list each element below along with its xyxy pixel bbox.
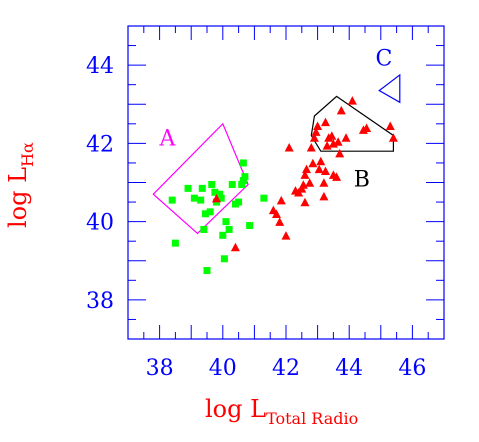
data-point-square xyxy=(228,180,236,188)
data-point-triangle xyxy=(300,197,310,207)
data-point-square xyxy=(219,231,227,239)
data-point-triangle xyxy=(275,217,285,226)
data-point-triangle xyxy=(300,170,310,179)
region-C-outline xyxy=(378,73,401,104)
data-point-triangle xyxy=(313,121,323,130)
data-point-triangle xyxy=(306,143,316,152)
data-point-square xyxy=(206,208,214,216)
data-point-square xyxy=(190,194,198,202)
data-point-square xyxy=(239,177,247,185)
data-point-square xyxy=(235,198,243,206)
data-point-square xyxy=(201,210,209,218)
data-point-triangle xyxy=(336,105,346,115)
data-point-square xyxy=(260,194,268,202)
data-point-triangle xyxy=(327,131,337,140)
region-B-outline xyxy=(310,95,394,152)
data-point-square xyxy=(239,159,247,167)
y-tick-label: 38 xyxy=(86,289,114,314)
x-tick-label: 42 xyxy=(272,356,300,381)
data-point-triangle xyxy=(316,156,326,166)
y-axis-title: log LHα xyxy=(4,142,37,228)
data-point-triangle xyxy=(230,242,240,252)
data-point-square xyxy=(208,180,216,188)
y-tick-label: 40 xyxy=(86,211,114,236)
data-point-triangle xyxy=(321,166,330,175)
data-point-triangle xyxy=(308,158,318,168)
data-point-triangle xyxy=(272,209,281,218)
y-axis-title-subscript: Hα xyxy=(18,142,37,167)
data-point-triangle xyxy=(276,195,286,205)
data-point-triangle xyxy=(284,143,294,152)
data-point-triangle xyxy=(311,127,321,136)
data-point-square xyxy=(217,194,225,202)
data-point-triangle xyxy=(319,191,329,201)
plot-frame xyxy=(127,25,445,340)
data-point-square xyxy=(225,225,233,233)
region-B-label: B xyxy=(354,168,370,193)
data-point-square xyxy=(211,188,219,196)
x-tick-label: 46 xyxy=(398,356,426,381)
data-point-triangle xyxy=(319,178,329,187)
region-A-outline xyxy=(152,122,249,235)
data-point-square xyxy=(216,190,224,198)
data-point-triangle xyxy=(212,193,221,203)
data-point-square xyxy=(200,225,208,233)
regions-layer xyxy=(152,73,401,235)
data-point-square xyxy=(238,180,246,188)
data-point-square xyxy=(184,184,192,192)
y-tick-label: 42 xyxy=(86,132,114,157)
labels-layer: 38 40 42 44 46 38 40 42 44 A B C xyxy=(86,46,426,381)
data-point-triangle xyxy=(332,172,342,181)
data-point-square xyxy=(222,218,230,226)
data-point-triangle xyxy=(309,133,319,142)
data-point-triangle xyxy=(302,164,311,174)
data-point-triangle xyxy=(305,178,315,187)
data-point-triangle xyxy=(281,231,291,240)
region-A-label: A xyxy=(159,127,177,152)
data-point-triangle xyxy=(321,117,330,127)
data-point-triangle xyxy=(341,133,351,142)
data-point-triangle xyxy=(335,148,345,158)
x-axis-title: log LTotal Radio xyxy=(205,395,358,428)
data-point-square xyxy=(220,255,228,263)
points-layer xyxy=(168,96,398,275)
data-point-square xyxy=(197,196,205,204)
axes-frame-layer xyxy=(127,25,445,340)
data-point-square xyxy=(198,184,206,192)
y-tick-label: 44 xyxy=(86,54,114,79)
data-point-square xyxy=(246,222,254,230)
data-point-square xyxy=(203,267,211,275)
x-tick-label: 44 xyxy=(335,356,363,381)
data-point-triangle xyxy=(314,164,324,174)
data-point-square xyxy=(168,196,176,204)
data-point-square xyxy=(241,173,249,181)
region-C-label: C xyxy=(376,46,393,71)
x-tick-label: 40 xyxy=(209,356,237,381)
x-tick-label: 38 xyxy=(146,356,174,381)
data-point-square xyxy=(171,239,179,247)
data-point-triangle xyxy=(388,133,398,142)
data-point-triangle xyxy=(362,123,372,132)
x-axis-title-subscript: Total Radio xyxy=(266,409,358,428)
data-point-triangle xyxy=(347,96,357,105)
data-point-triangle xyxy=(385,121,395,130)
data-point-triangle xyxy=(333,137,343,146)
